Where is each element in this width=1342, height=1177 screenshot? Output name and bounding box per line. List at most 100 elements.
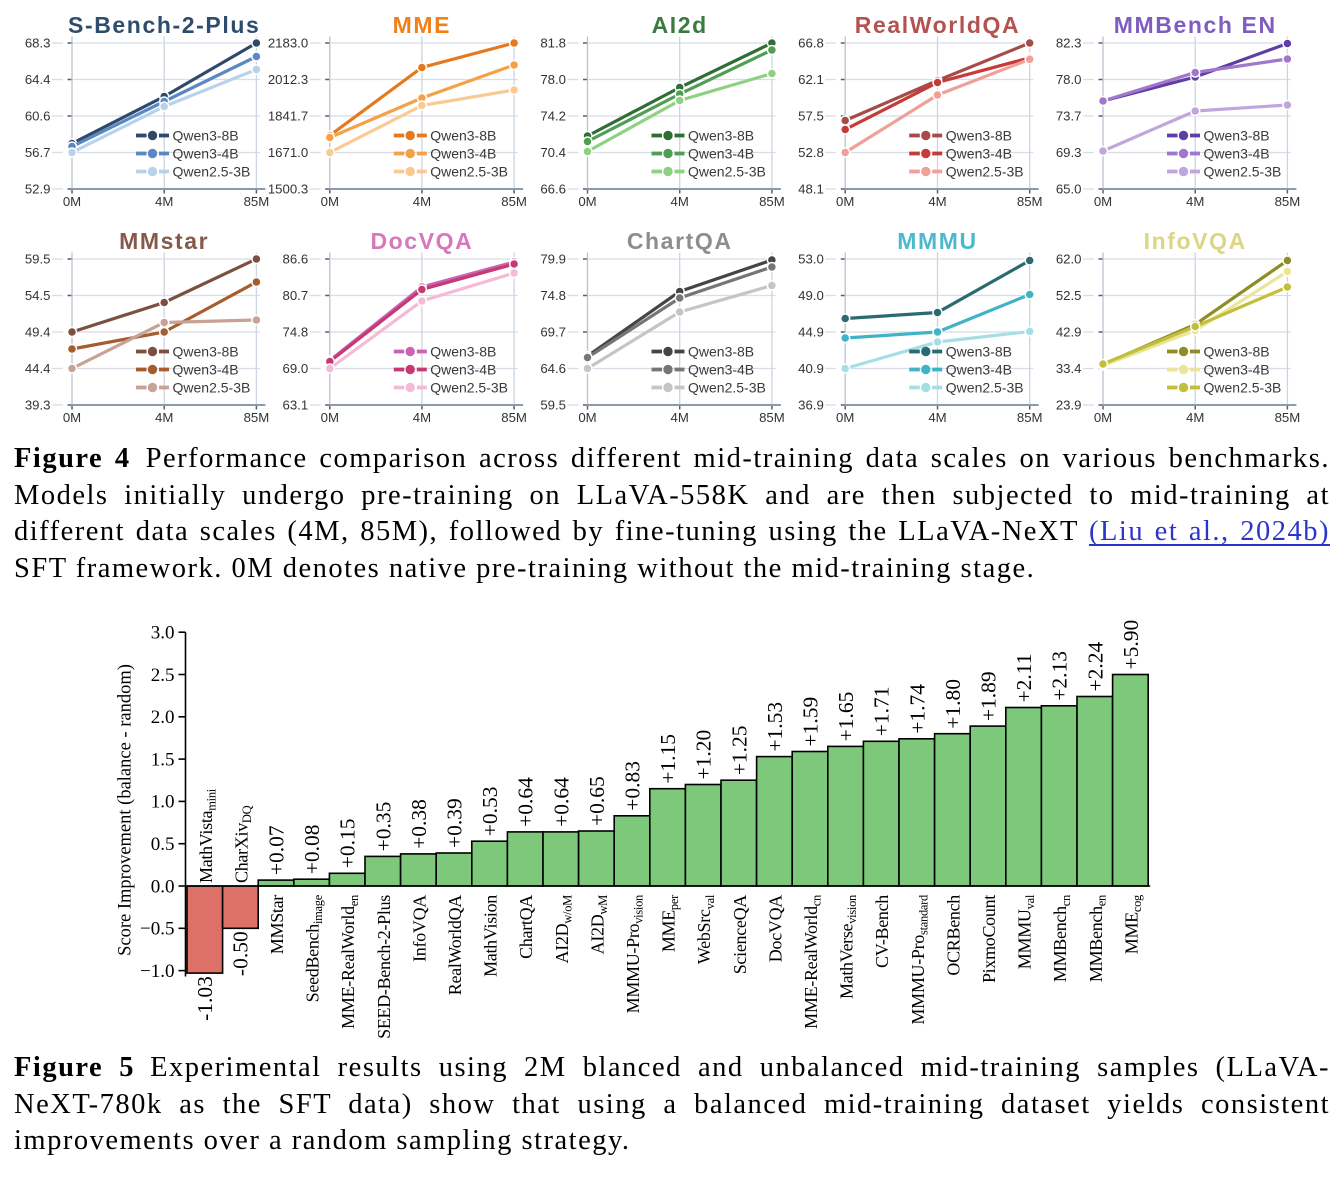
svg-text:74.2: 74.2 bbox=[540, 109, 566, 124]
svg-text:SeedBenchimage: SeedBenchimage bbox=[303, 894, 326, 1002]
svg-text:+1.89: +1.89 bbox=[977, 671, 1001, 721]
svg-text:40.9: 40.9 bbox=[798, 361, 824, 376]
svg-text:52.8: 52.8 bbox=[798, 145, 824, 160]
svg-text:85M: 85M bbox=[1275, 194, 1301, 209]
svg-text:0M: 0M bbox=[836, 410, 854, 425]
svg-text:InfoVQA: InfoVQA bbox=[409, 895, 429, 962]
svg-text:Qwen3-4B: Qwen3-4B bbox=[173, 146, 239, 162]
svg-text:+0.64: +0.64 bbox=[549, 777, 573, 827]
svg-text:Qwen2.5-3B: Qwen2.5-3B bbox=[946, 380, 1024, 396]
svg-text:0M: 0M bbox=[63, 194, 81, 209]
svg-text:4M: 4M bbox=[928, 194, 946, 209]
svg-text:Qwen3-4B: Qwen3-4B bbox=[946, 146, 1012, 162]
svg-text:44.4: 44.4 bbox=[25, 361, 51, 376]
svg-text:MMBenchen: MMBenchen bbox=[1086, 894, 1109, 982]
svg-text:−1.0: −1.0 bbox=[140, 961, 174, 982]
svg-text:+0.53: +0.53 bbox=[478, 786, 502, 836]
svg-text:85M: 85M bbox=[501, 194, 527, 209]
svg-text:86.6: 86.6 bbox=[283, 252, 309, 267]
svg-text:+0.65: +0.65 bbox=[585, 776, 609, 826]
svg-text:74.8: 74.8 bbox=[540, 288, 566, 303]
svg-text:MMBench EN: MMBench EN bbox=[1114, 12, 1277, 38]
svg-text:80.7: 80.7 bbox=[283, 288, 309, 303]
svg-text:+1.59: +1.59 bbox=[799, 697, 823, 747]
svg-text:Qwen2.5-3B: Qwen2.5-3B bbox=[946, 164, 1024, 180]
svg-text:+1.25: +1.25 bbox=[727, 725, 751, 775]
svg-text:Qwen3-8B: Qwen3-8B bbox=[688, 344, 754, 360]
svg-text:78.0: 78.0 bbox=[540, 72, 566, 87]
svg-text:AI2d: AI2d bbox=[652, 12, 708, 38]
svg-text:MMMU: MMMU bbox=[897, 228, 978, 254]
svg-text:69.0: 69.0 bbox=[283, 361, 309, 376]
svg-text:MME: MME bbox=[393, 12, 451, 38]
svg-text:82.3: 82.3 bbox=[1056, 36, 1082, 51]
svg-text:Qwen2.5-3B: Qwen2.5-3B bbox=[1204, 380, 1282, 396]
svg-text:85M: 85M bbox=[759, 410, 785, 425]
svg-text:78.0: 78.0 bbox=[1056, 72, 1082, 87]
svg-text:MMStar: MMStar bbox=[267, 895, 287, 955]
svg-text:49.4: 49.4 bbox=[25, 325, 51, 340]
svg-text:59.5: 59.5 bbox=[540, 398, 566, 413]
svg-text:56.7: 56.7 bbox=[25, 145, 51, 160]
svg-text:85M: 85M bbox=[1275, 410, 1301, 425]
svg-text:66.6: 66.6 bbox=[540, 182, 566, 197]
svg-text:4M: 4M bbox=[1186, 194, 1204, 209]
svg-text:Qwen3-4B: Qwen3-4B bbox=[1204, 146, 1270, 162]
svg-text:4M: 4M bbox=[1186, 410, 1204, 425]
svg-text:57.5: 57.5 bbox=[798, 109, 824, 124]
svg-text:64.4: 64.4 bbox=[25, 72, 51, 87]
svg-text:+1.80: +1.80 bbox=[941, 679, 965, 729]
svg-text:+1.74: +1.74 bbox=[905, 684, 929, 734]
svg-text:Qwen2.5-3B: Qwen2.5-3B bbox=[430, 164, 508, 180]
svg-text:MMMU-Prostandard: MMMU-Prostandard bbox=[908, 894, 931, 1025]
svg-text:+0.08: +0.08 bbox=[300, 824, 324, 874]
svg-text:Qwen3-4B: Qwen3-4B bbox=[1204, 362, 1270, 378]
svg-text:23.9: 23.9 bbox=[1056, 398, 1082, 413]
svg-text:33.4: 33.4 bbox=[1056, 361, 1082, 376]
svg-text:52.9: 52.9 bbox=[25, 182, 51, 197]
svg-text:Qwen3-8B: Qwen3-8B bbox=[1204, 128, 1270, 144]
svg-text:+2.24: +2.24 bbox=[1083, 641, 1107, 691]
svg-text:Qwen3-4B: Qwen3-4B bbox=[173, 362, 239, 378]
svg-text:62.1: 62.1 bbox=[798, 72, 824, 87]
svg-text:InfoVQA: InfoVQA bbox=[1144, 228, 1247, 254]
svg-text:53.0: 53.0 bbox=[798, 252, 824, 267]
svg-text:Qwen2.5-3B: Qwen2.5-3B bbox=[430, 380, 508, 396]
svg-text:OCRBench: OCRBench bbox=[943, 895, 963, 976]
svg-text:59.5: 59.5 bbox=[25, 252, 51, 267]
svg-text:2.0: 2.0 bbox=[151, 707, 175, 728]
svg-text:79.9: 79.9 bbox=[540, 252, 566, 267]
svg-text:Qwen2.5-3B: Qwen2.5-3B bbox=[173, 380, 251, 396]
svg-text:0M: 0M bbox=[578, 410, 596, 425]
svg-text:0M: 0M bbox=[321, 194, 339, 209]
svg-text:65.0: 65.0 bbox=[1056, 182, 1082, 197]
svg-text:Qwen3-8B: Qwen3-8B bbox=[430, 344, 496, 360]
svg-text:49.0: 49.0 bbox=[798, 288, 824, 303]
svg-text:0M: 0M bbox=[63, 410, 81, 425]
svg-text:Qwen2.5-3B: Qwen2.5-3B bbox=[1204, 164, 1282, 180]
svg-text:62.0: 62.0 bbox=[1056, 252, 1082, 267]
svg-text:+0.64: +0.64 bbox=[514, 777, 538, 827]
svg-text:ChartQA: ChartQA bbox=[627, 228, 733, 254]
svg-text:39.3: 39.3 bbox=[25, 398, 51, 413]
svg-text:1671.0: 1671.0 bbox=[268, 145, 308, 160]
svg-text:66.8: 66.8 bbox=[798, 36, 824, 51]
svg-text:85M: 85M bbox=[244, 194, 270, 209]
svg-text:RealWorldQA: RealWorldQA bbox=[855, 12, 1020, 38]
svg-text:DocVQA: DocVQA bbox=[765, 895, 785, 962]
svg-text:Qwen3-4B: Qwen3-4B bbox=[688, 362, 754, 378]
svg-text:0.0: 0.0 bbox=[151, 876, 175, 897]
svg-text:2183.0: 2183.0 bbox=[268, 36, 308, 51]
svg-text:48.1: 48.1 bbox=[798, 182, 824, 197]
svg-text:Qwen3-8B: Qwen3-8B bbox=[688, 128, 754, 144]
svg-text:81.8: 81.8 bbox=[540, 36, 566, 51]
svg-text:4M: 4M bbox=[155, 194, 173, 209]
svg-text:Score Improvement (balance - r: Score Improvement (balance - random) bbox=[116, 664, 136, 956]
svg-text:85M: 85M bbox=[1017, 194, 1043, 209]
svg-text:+0.35: +0.35 bbox=[371, 802, 395, 852]
svg-text:69.3: 69.3 bbox=[1056, 145, 1082, 160]
svg-text:DocVQA: DocVQA bbox=[370, 228, 473, 254]
svg-text:ChartQA: ChartQA bbox=[516, 895, 536, 959]
svg-text:4M: 4M bbox=[155, 410, 173, 425]
svg-text:Qwen3-4B: Qwen3-4B bbox=[430, 146, 496, 162]
